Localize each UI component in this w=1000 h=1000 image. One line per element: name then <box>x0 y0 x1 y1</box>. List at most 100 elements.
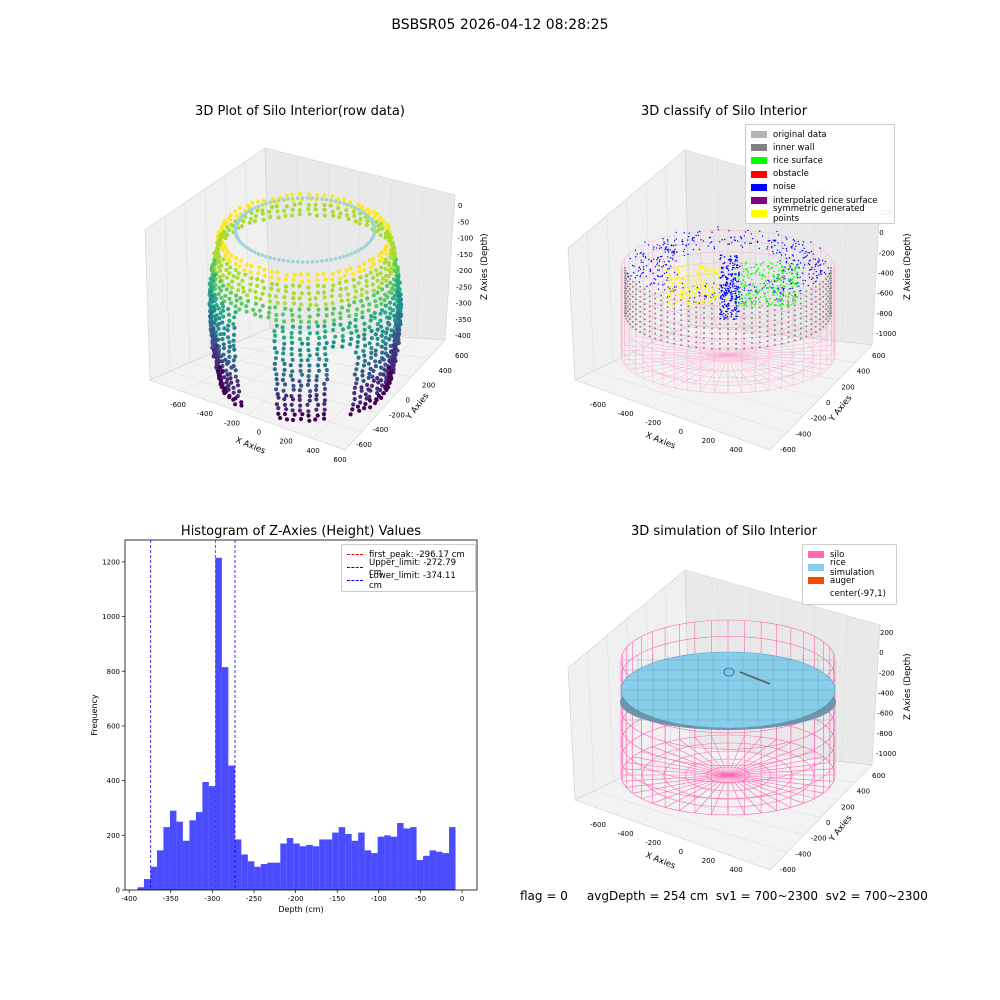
raw-data-point <box>306 285 311 290</box>
classify-symmetric-point <box>709 300 712 302</box>
classify-noise-point <box>802 241 805 243</box>
classify-wall-point <box>631 310 634 313</box>
silo-floor-line <box>652 746 729 776</box>
classify-symmetric-point <box>707 268 710 270</box>
raw-data-point <box>378 271 383 276</box>
classify-noise-point <box>723 318 725 320</box>
classify-noise-point <box>725 317 727 319</box>
classify-wall-point <box>829 304 832 307</box>
classify-rice-point <box>782 285 784 287</box>
classify-wall-point <box>648 315 651 318</box>
raw-data-point <box>283 306 288 311</box>
classify-symmetric-point <box>669 285 672 288</box>
classify-symmetric-point <box>696 264 699 266</box>
classify-noise-point <box>814 263 817 266</box>
classify-noise-point <box>812 253 814 255</box>
classify-rice-point <box>763 286 766 288</box>
classify-wall-point <box>660 334 663 337</box>
classify-symmetric-point <box>688 273 691 276</box>
classify-noise-point <box>659 259 661 261</box>
raw-data-point <box>354 328 359 333</box>
classify-noise-point <box>794 248 796 250</box>
raw-data-point <box>305 272 310 277</box>
classify-wall-point <box>648 310 651 313</box>
classify-noise-point <box>663 241 665 243</box>
raw-data-point <box>362 358 367 363</box>
classify-noise-point <box>665 248 667 250</box>
classify-wall-point <box>631 280 634 283</box>
classify-y-tick-label: -400 <box>795 430 811 438</box>
silo-floor-line <box>727 774 824 794</box>
raw-y-tick-label: 600 <box>455 352 468 360</box>
classify-wall-point <box>631 325 634 328</box>
raw-data-point <box>380 308 385 313</box>
grid-line <box>587 231 595 371</box>
raw-data-point <box>387 380 392 385</box>
raw-data-point <box>375 272 380 277</box>
raw-data-point <box>396 340 401 346</box>
classify-noise-point <box>736 310 738 313</box>
raw-data-point <box>331 318 336 323</box>
histogram-xtick-label: -300 <box>204 895 220 903</box>
silo-floor-line <box>679 739 729 776</box>
classify-noise-point <box>699 292 701 294</box>
classify-rice-point <box>776 280 778 283</box>
classify-rice-point <box>786 283 788 285</box>
raw-data-point <box>373 359 378 364</box>
raw-data-point <box>214 252 219 257</box>
raw-data-point <box>276 276 281 282</box>
classify-rice-point <box>781 265 783 268</box>
raw-data-point <box>227 354 232 359</box>
grid-line <box>312 337 417 439</box>
raw-data-point <box>226 256 231 261</box>
classify-wall-point <box>818 313 821 316</box>
classify-rice-point <box>792 295 794 298</box>
raw-data-point <box>320 197 324 201</box>
classify-rice-point <box>772 291 774 293</box>
classify-wall-point <box>727 338 729 340</box>
classify-noise-point <box>754 290 757 292</box>
raw-data-point <box>369 313 374 319</box>
raw-data-point <box>299 358 304 363</box>
classify-wall-point <box>829 314 832 317</box>
classify-wall-point <box>773 314 776 317</box>
raw-data-point <box>371 378 376 383</box>
raw-data-point <box>291 301 297 306</box>
raw-data-point <box>379 301 384 306</box>
classify-rice-point <box>765 297 767 300</box>
raw-x-tick-label: -600 <box>170 401 186 409</box>
classify-wall-point <box>787 301 790 304</box>
classify-noise-point <box>663 272 666 275</box>
classify-symmetric-point <box>702 302 705 305</box>
classify-noise-point <box>731 284 734 286</box>
classify-rice-point <box>793 291 796 293</box>
raw-data-point <box>290 377 295 382</box>
classify-noise-point <box>634 276 637 279</box>
raw-data-point <box>232 325 237 330</box>
raw-data-point <box>272 257 277 261</box>
raw-data-point <box>275 392 280 397</box>
raw-data-point <box>357 221 362 226</box>
classify-wall-point <box>830 292 832 294</box>
simulation-legend-swatch <box>808 577 824 585</box>
classify-rice-point <box>746 268 748 270</box>
classify-noise-point <box>664 264 667 266</box>
classify-noise-point <box>722 305 724 307</box>
raw-data-point <box>272 199 277 203</box>
classify-noise-point <box>796 273 799 275</box>
silo-floor-line <box>624 354 729 365</box>
raw-data-point <box>353 324 358 329</box>
simulation-y-tick-label: 400 <box>857 788 870 796</box>
classify-symmetric-point <box>706 287 709 290</box>
silo-floor-line <box>621 349 729 356</box>
classify-wall-point <box>780 337 783 340</box>
classify-noise-point <box>673 252 676 255</box>
classify-rice-point <box>788 279 791 282</box>
classify-rice-point <box>793 276 795 278</box>
classify-noise-point <box>735 305 738 307</box>
raw-data-point <box>291 259 295 264</box>
raw-data-point <box>352 391 357 396</box>
classify-wall-point <box>751 317 753 319</box>
raw-data-point <box>398 319 403 325</box>
classify-noise-point <box>731 313 733 315</box>
